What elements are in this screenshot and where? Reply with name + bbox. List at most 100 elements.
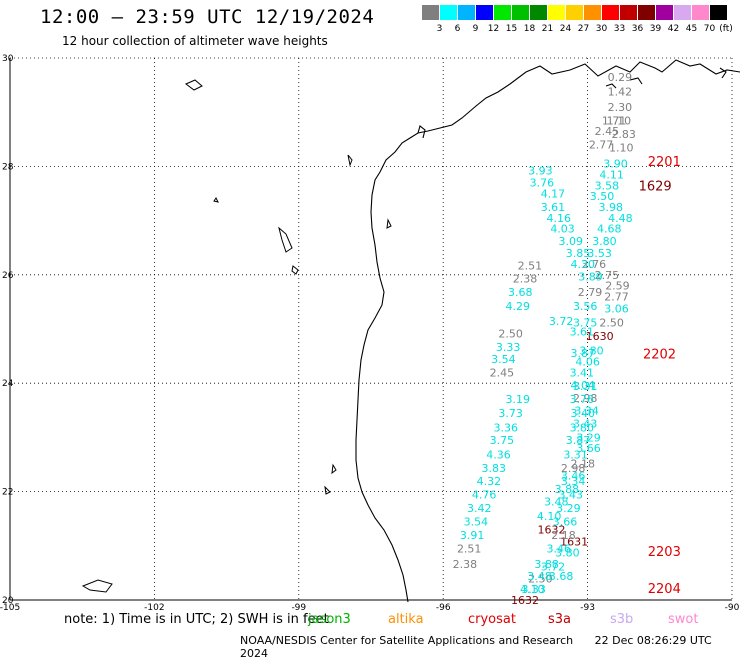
wave-height-value: 3.36 (494, 422, 519, 435)
scale-label: 33 (613, 24, 626, 34)
galveston-bay (417, 125, 426, 139)
wave-height-value: 3.43 (559, 488, 584, 501)
wave-height-value: 3.46 (561, 469, 586, 482)
wave-height-value: 3.87 (566, 434, 591, 447)
wave-height-value: 2.77 (589, 139, 614, 152)
scale-label: 9 (472, 24, 479, 34)
wave-height-value: 3.09 (559, 235, 584, 248)
scale-swatch (458, 5, 475, 20)
wave-height-value: 3.61 (570, 326, 595, 339)
wave-height-value: 4.04 (571, 379, 596, 392)
lake-west (185, 79, 203, 91)
wave-height-value: 3.06 (604, 302, 629, 315)
wave-height-value: 3.91 (460, 529, 485, 542)
pass-time-label: 2203 (648, 545, 681, 560)
wave-height-value: 3.50 (590, 190, 615, 203)
lat-tick-label: 20 (2, 596, 14, 606)
wave-height-value: 3.75 (490, 434, 515, 447)
lon-tick-label: -105 (0, 603, 20, 613)
scale-label: 30 (595, 24, 608, 34)
wave-height-value: 3.54 (491, 353, 516, 366)
mission-jason3: jason3 (308, 612, 351, 627)
wave-height-value: 3.43 (573, 417, 598, 430)
reef-5 (386, 218, 392, 229)
wave-height-value: 2.18 (571, 457, 596, 470)
scale-swatch (656, 5, 673, 20)
wave-height-value: 3.75 (573, 316, 598, 329)
lake-central (278, 226, 293, 253)
footer-credit: NOAA/NESDIS Center for Satellite Applica… (240, 634, 574, 647)
wave-height-value: 2.45 (595, 125, 620, 138)
pass-time-label: 2204 (648, 582, 681, 597)
scale-label: 36 (631, 24, 644, 34)
wave-height-value: 2.50 (528, 572, 553, 585)
wave-height-value: 2.38 (453, 558, 478, 571)
wave-height-value: 3.72 (541, 560, 566, 573)
wave-height-value: 2.51 (518, 260, 543, 273)
reef-3 (324, 485, 331, 495)
wave-height-value: 4.17 (541, 188, 566, 201)
wave-height-value: 3.58 (595, 179, 620, 192)
wave-height-value: 1.10 (607, 114, 632, 127)
wave-height-value: 4.29 (506, 300, 531, 313)
scale-label: 15 (505, 24, 518, 34)
wave-height-value: 3.33 (521, 583, 546, 596)
wave-height-value: 2.83 (611, 128, 636, 141)
footer: NOAA/NESDIS Center for Satellite Applica… (240, 634, 740, 660)
wave-height-value: 2.59 (605, 280, 630, 293)
mission-cryosat: cryosat (468, 612, 516, 627)
lon-tick-label: -93 (580, 603, 595, 613)
wave-height-value: 3.80 (570, 422, 595, 435)
scale-swatch (476, 5, 493, 20)
wave-height-value: 3.85 (566, 247, 591, 260)
wave-height-value: 3.72 (549, 315, 574, 328)
lon-tick-label: -99 (291, 603, 306, 613)
pass-time-label: 2202 (643, 347, 676, 362)
wave-height-value: 3.76 (530, 177, 555, 190)
wave-height-value: 4.68 (597, 223, 622, 236)
wave-height-value: 2.30 (608, 101, 633, 114)
wave-height-value: 3.42 (467, 502, 492, 515)
reef-2 (331, 463, 337, 475)
wave-height-value: 4.10 (520, 583, 545, 596)
wave-height-value: 3.31 (563, 449, 588, 462)
map-title: 12:00 – 23:59 UTC 12/19/2024 (40, 6, 375, 28)
lon-tick-label: -96 (436, 603, 451, 613)
wave-height-value: 3.48 (527, 570, 552, 583)
scale-swatch (710, 5, 727, 20)
wave-height-value: 2.50 (498, 327, 523, 340)
scale-swatch (638, 5, 655, 20)
wave-height-value: 3.40 (571, 407, 596, 420)
wave-height-value: 1630 (586, 330, 614, 343)
louisiana-islands (605, 67, 727, 89)
scale-swatch (548, 5, 565, 20)
wave-height-value: 1632 (538, 524, 566, 537)
wave-height-value: 2.45 (490, 366, 515, 379)
inland-lakes (81, 79, 392, 593)
wave-height-value: 3.46 (546, 543, 571, 556)
wave-height-value: 3.98 (598, 201, 623, 214)
wave-height-value: 3.87 (571, 347, 596, 360)
lat-tick-label: 24 (2, 379, 14, 389)
wave-height-value: 3.66 (553, 515, 578, 528)
wave-height-value: 2.77 (604, 290, 629, 303)
note-text: note: 1) Time is in UTC; 2) SWH is in fe… (64, 612, 329, 627)
mission-swot: swot (668, 612, 699, 627)
wave-height-value: 3.48 (544, 495, 569, 508)
wave-height-value: 2.38 (513, 273, 538, 286)
wave-height-value: 3.83 (481, 462, 506, 475)
lake-small (291, 265, 299, 275)
lat-tick-label: 26 (2, 271, 14, 281)
wave-height-value: 2.76 (582, 258, 607, 271)
lon-tick-label: -90 (725, 603, 740, 613)
scale-unit: (ft) (719, 24, 733, 34)
wave-height-value: 3.66 (576, 442, 601, 455)
scale-swatch (494, 5, 511, 20)
wave-height-value: 1631 (560, 535, 588, 548)
wave-height-value: 1.10 (609, 141, 634, 154)
wave-height-value: 4.76 (472, 488, 497, 501)
wave-height-value: 3.29 (576, 431, 601, 444)
scale-swatch (692, 5, 709, 20)
lat-tick-label: 28 (2, 162, 14, 172)
wave-height-value: 3.61 (541, 201, 566, 214)
